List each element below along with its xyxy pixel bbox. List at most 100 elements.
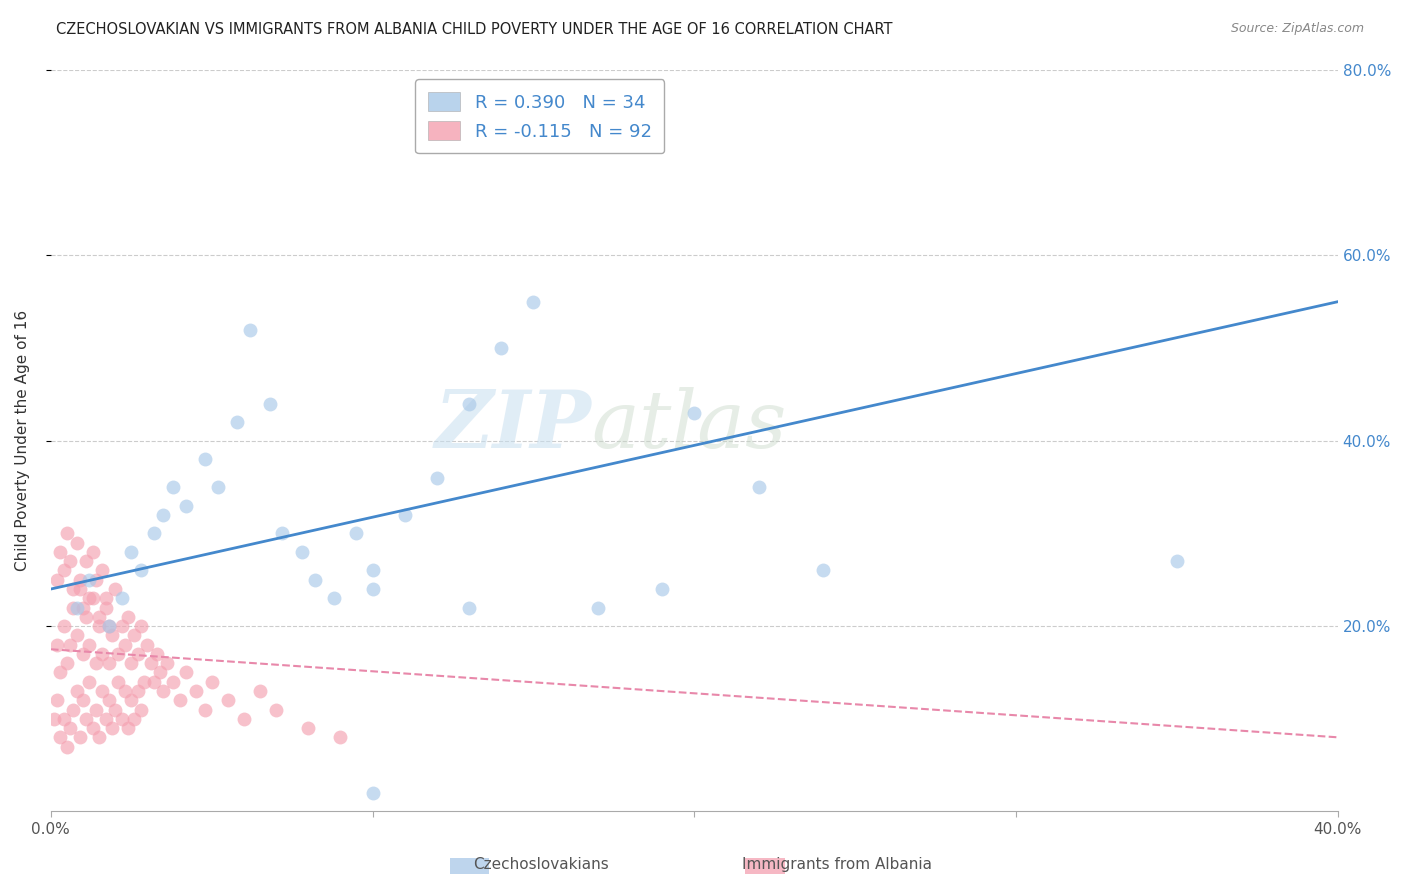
Point — [65, 600, 87, 615]
Point — [169, 693, 191, 707]
Point — [59, 721, 82, 735]
Point — [184, 684, 207, 698]
Point — [134, 674, 156, 689]
Point — [489, 341, 512, 355]
Point — [69, 582, 91, 596]
Point — [426, 471, 449, 485]
Point — [84, 573, 107, 587]
Point — [271, 526, 294, 541]
Point — [107, 674, 129, 689]
Point — [291, 545, 314, 559]
Point — [84, 656, 107, 670]
Point — [683, 406, 706, 420]
Point — [46, 573, 69, 587]
Point — [323, 591, 346, 606]
Point — [811, 564, 834, 578]
Point — [114, 638, 136, 652]
Point — [62, 702, 84, 716]
Point — [79, 638, 101, 652]
Point — [82, 591, 104, 606]
Point — [194, 702, 217, 716]
Point — [101, 628, 124, 642]
Point — [69, 731, 91, 745]
Point — [87, 731, 110, 745]
Point — [56, 526, 79, 541]
Point — [162, 674, 184, 689]
Point — [46, 638, 69, 652]
Point — [174, 499, 197, 513]
Point — [91, 684, 114, 698]
Text: atlas: atlas — [592, 387, 787, 465]
Point — [329, 731, 352, 745]
Text: ZIP: ZIP — [434, 387, 592, 465]
Point — [49, 731, 72, 745]
Point — [127, 647, 149, 661]
Point — [651, 582, 673, 596]
Point — [127, 684, 149, 698]
Point — [129, 564, 152, 578]
Point — [110, 591, 132, 606]
Point — [65, 684, 87, 698]
Point — [69, 573, 91, 587]
Text: CZECHOSLOVAKIAN VS IMMIGRANTS FROM ALBANIA CHILD POVERTY UNDER THE AGE OF 16 COR: CZECHOSLOVAKIAN VS IMMIGRANTS FROM ALBAN… — [56, 22, 893, 37]
Point — [79, 573, 101, 587]
Point — [162, 480, 184, 494]
Point — [156, 656, 179, 670]
Point — [104, 582, 127, 596]
Point — [94, 712, 117, 726]
Point — [142, 526, 165, 541]
Point — [75, 554, 97, 568]
Point — [361, 582, 384, 596]
Point — [394, 508, 416, 522]
Point — [52, 619, 75, 633]
Point — [59, 638, 82, 652]
Point — [114, 684, 136, 698]
Point — [79, 591, 101, 606]
Point — [84, 702, 107, 716]
Point — [91, 647, 114, 661]
Point — [94, 600, 117, 615]
Point — [49, 665, 72, 680]
Point — [107, 647, 129, 661]
Point — [361, 786, 384, 800]
Point — [129, 702, 152, 716]
Point — [249, 684, 271, 698]
Point — [49, 545, 72, 559]
Point — [120, 693, 142, 707]
Point — [194, 452, 217, 467]
Point — [259, 397, 281, 411]
Point — [239, 322, 262, 336]
Point — [1166, 554, 1188, 568]
Point — [201, 674, 224, 689]
Point — [142, 674, 165, 689]
Point — [586, 600, 609, 615]
Point — [152, 684, 174, 698]
Point — [207, 480, 229, 494]
Point — [120, 545, 142, 559]
Point — [97, 656, 120, 670]
Point — [104, 702, 127, 716]
Point — [117, 610, 139, 624]
Point — [59, 554, 82, 568]
Point — [65, 535, 87, 549]
Point — [94, 591, 117, 606]
Point — [174, 665, 197, 680]
Point — [101, 721, 124, 735]
Point — [458, 397, 481, 411]
Point — [217, 693, 239, 707]
Point — [42, 712, 65, 726]
Point — [129, 619, 152, 633]
Point — [46, 693, 69, 707]
Point — [149, 665, 172, 680]
Point — [62, 600, 84, 615]
Point — [136, 638, 159, 652]
Point — [226, 415, 249, 429]
Point — [232, 712, 254, 726]
Point — [72, 600, 94, 615]
Point — [139, 656, 162, 670]
Point — [75, 712, 97, 726]
Point — [97, 619, 120, 633]
Point — [56, 656, 79, 670]
Point — [120, 656, 142, 670]
Y-axis label: Child Poverty Under the Age of 16: Child Poverty Under the Age of 16 — [15, 310, 30, 571]
